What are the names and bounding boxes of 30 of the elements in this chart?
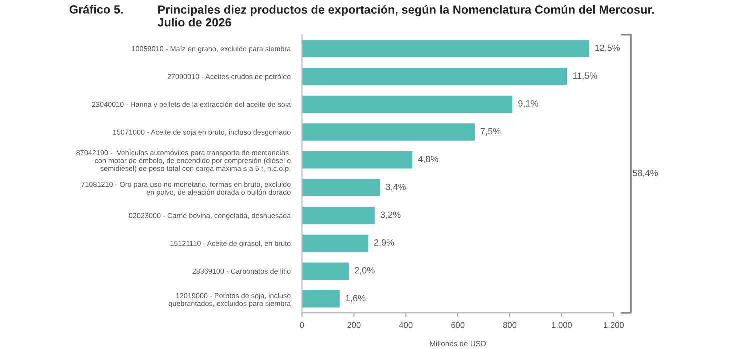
text: Gráfico 5.: [70, 5, 123, 14]
annotation: 2,9%: [374, 240, 394, 248]
annotation: 3,2%: [380, 212, 401, 220]
x-tick-label: 200: [348, 322, 361, 328]
chart-title: Principales diez productos de exportación, según la Nomenclatura Común del Mercosur. Julio de 2026: [158, 5, 654, 27]
annotation: 9,1%: [518, 100, 538, 108]
annotation: 11,5%: [573, 72, 598, 80]
x-tick-label: 800: [503, 322, 517, 328]
bar: [302, 234, 368, 252]
bar: [302, 40, 590, 58]
bar: [302, 96, 513, 114]
annotation: 7,5%: [480, 128, 501, 136]
bar: [302, 262, 349, 280]
x-tick-label: 0: [300, 322, 304, 328]
bar: [302, 124, 475, 141]
bar: [302, 207, 375, 224]
annotation: 2,0%: [354, 267, 375, 275]
bar: [302, 290, 340, 308]
annotation: 3,4%: [386, 184, 406, 192]
x-tick-label: 400: [399, 322, 413, 328]
annotation: 12,5%: [595, 44, 620, 52]
bar: [302, 68, 568, 86]
annotation: 1,6%: [346, 295, 366, 303]
bar: [302, 179, 380, 197]
x-tick-label: 600: [452, 322, 465, 328]
text: 58,4%: [633, 170, 658, 178]
bar: [302, 151, 413, 169]
annotation: 4,8%: [418, 156, 438, 164]
x-tick-label: 1.200: [604, 322, 624, 328]
x-tick-label: 1.000: [552, 322, 572, 328]
